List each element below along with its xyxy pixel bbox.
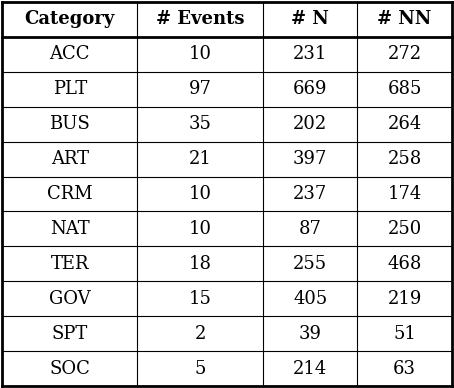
Text: 21: 21	[188, 150, 212, 168]
Text: 237: 237	[293, 185, 327, 203]
Text: SOC: SOC	[49, 360, 90, 378]
Text: GOV: GOV	[49, 290, 90, 308]
Text: 264: 264	[387, 115, 422, 133]
Text: 468: 468	[387, 255, 422, 273]
Text: 219: 219	[387, 290, 422, 308]
Text: 685: 685	[387, 80, 422, 98]
Text: 255: 255	[293, 255, 327, 273]
Text: 51: 51	[393, 325, 416, 343]
Bar	[2, 211, 452, 246]
Bar	[2, 2, 452, 37]
Text: Category: Category	[25, 10, 115, 28]
Text: # N: # N	[291, 10, 329, 28]
Bar	[2, 316, 452, 351]
Bar	[2, 177, 452, 211]
Text: 97: 97	[188, 80, 212, 98]
Bar	[2, 281, 452, 316]
Text: PLT: PLT	[53, 80, 87, 98]
Text: 87: 87	[299, 220, 321, 238]
Text: 214: 214	[293, 360, 327, 378]
Bar	[2, 246, 452, 281]
Bar	[2, 72, 452, 107]
Text: 250: 250	[387, 220, 422, 238]
Text: 174: 174	[387, 185, 422, 203]
Text: 258: 258	[387, 150, 422, 168]
Bar	[2, 107, 452, 142]
Text: NAT: NAT	[50, 220, 89, 238]
Text: 231: 231	[293, 45, 327, 63]
Text: 5: 5	[194, 360, 206, 378]
Text: SPT: SPT	[52, 325, 88, 343]
Bar	[2, 37, 452, 72]
Text: CRM: CRM	[47, 185, 93, 203]
Text: # NN: # NN	[377, 10, 432, 28]
Text: 10: 10	[188, 185, 212, 203]
Text: 39: 39	[299, 325, 321, 343]
Text: 202: 202	[293, 115, 327, 133]
Text: 397: 397	[293, 150, 327, 168]
Text: 63: 63	[393, 360, 416, 378]
Text: BUS: BUS	[49, 115, 90, 133]
Text: ART: ART	[51, 150, 89, 168]
Text: TER: TER	[50, 255, 89, 273]
Text: 10: 10	[188, 220, 212, 238]
Text: 405: 405	[293, 290, 327, 308]
Bar	[2, 351, 452, 386]
Text: 10: 10	[188, 45, 212, 63]
Text: # Events: # Events	[156, 10, 244, 28]
Text: 18: 18	[188, 255, 212, 273]
Text: ACC: ACC	[49, 45, 90, 63]
Text: 15: 15	[188, 290, 212, 308]
Text: 272: 272	[387, 45, 422, 63]
Text: 669: 669	[293, 80, 327, 98]
Bar	[2, 142, 452, 177]
Text: 2: 2	[194, 325, 206, 343]
Text: 35: 35	[188, 115, 212, 133]
